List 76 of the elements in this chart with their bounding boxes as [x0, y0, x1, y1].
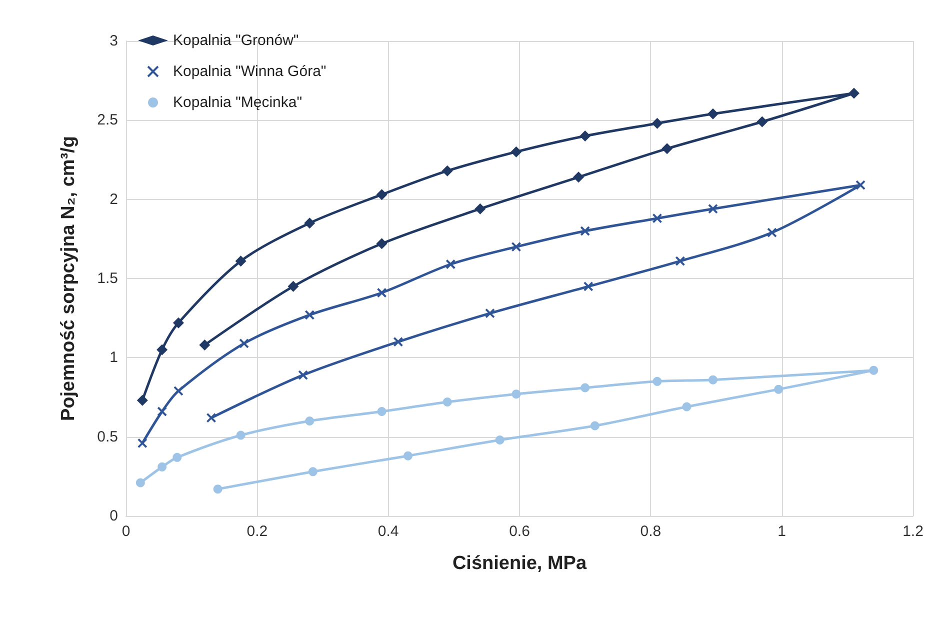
point: [288, 280, 299, 292]
point: [580, 383, 590, 392]
point: [590, 421, 600, 430]
point: [206, 412, 216, 423]
point: [213, 484, 222, 494]
point: [136, 478, 145, 488]
point: [869, 366, 878, 375]
point: [774, 384, 784, 394]
point: [304, 310, 315, 320]
point: [512, 390, 521, 399]
y-tick-label: 1.5: [97, 270, 118, 287]
y-tick-label: 2: [110, 190, 118, 208]
point: [308, 467, 318, 476]
point: [376, 238, 388, 250]
legend-label: Kopalnia "Gronów": [173, 32, 299, 49]
point: [446, 259, 456, 270]
point: [172, 452, 182, 462]
point: [580, 226, 590, 236]
point: [573, 172, 584, 183]
y-tick-label: 0.5: [97, 428, 118, 446]
x-axis-title: Ciśnienie, MPa: [452, 553, 587, 574]
x-tick-label: 0: [122, 523, 130, 540]
point: [305, 416, 314, 426]
point: [376, 189, 388, 200]
point: [236, 430, 246, 440]
point: [156, 344, 168, 356]
y-axis-title: Pojemność sorpcyjna N₂, cm³/g: [58, 136, 79, 422]
point: [304, 218, 316, 229]
point: [510, 146, 522, 158]
point: [158, 462, 167, 472]
x-tick-label: 1: [778, 523, 786, 540]
point: [298, 370, 308, 380]
point: [474, 203, 486, 214]
point: [377, 407, 386, 416]
y-tick-label: 3: [110, 32, 118, 50]
point: [484, 308, 495, 318]
point: [707, 108, 718, 120]
y-tick-label: 2.5: [97, 112, 118, 129]
y-tick-label: 1: [110, 349, 118, 366]
point: [580, 130, 591, 142]
point: [239, 338, 250, 348]
point: [442, 165, 453, 176]
point: [442, 398, 452, 406]
point: [404, 451, 413, 460]
legend-label: Kopalnia "Męcinka": [173, 94, 302, 111]
point: [856, 180, 866, 190]
legend-label: Kopalnia "Winna Góra": [173, 63, 326, 80]
point: [756, 116, 768, 128]
x-tick-label: 0.6: [509, 523, 530, 540]
point: [172, 317, 184, 328]
point: [173, 386, 184, 396]
point: [199, 340, 210, 350]
y-tick-label: 0: [110, 508, 118, 524]
point: [708, 375, 718, 384]
point: [583, 281, 594, 292]
point: [682, 402, 692, 412]
point: [495, 436, 504, 444]
point: [652, 213, 662, 224]
point: [848, 88, 860, 99]
point: [708, 204, 718, 214]
point: [662, 143, 673, 154]
point: [376, 288, 387, 298]
x-tick-label: 0.2: [246, 523, 268, 540]
point: [137, 438, 148, 448]
x-tick-label: 1.2: [902, 523, 924, 540]
point: [675, 256, 686, 266]
point: [136, 394, 148, 406]
x-tick-label: 0.8: [640, 523, 662, 540]
point: [157, 406, 168, 416]
point: [235, 256, 246, 267]
point: [393, 336, 404, 347]
point: [652, 376, 662, 386]
x-tick-label: 0.4: [378, 523, 399, 540]
point: [511, 242, 522, 252]
point: [652, 118, 663, 129]
point: [766, 228, 777, 238]
